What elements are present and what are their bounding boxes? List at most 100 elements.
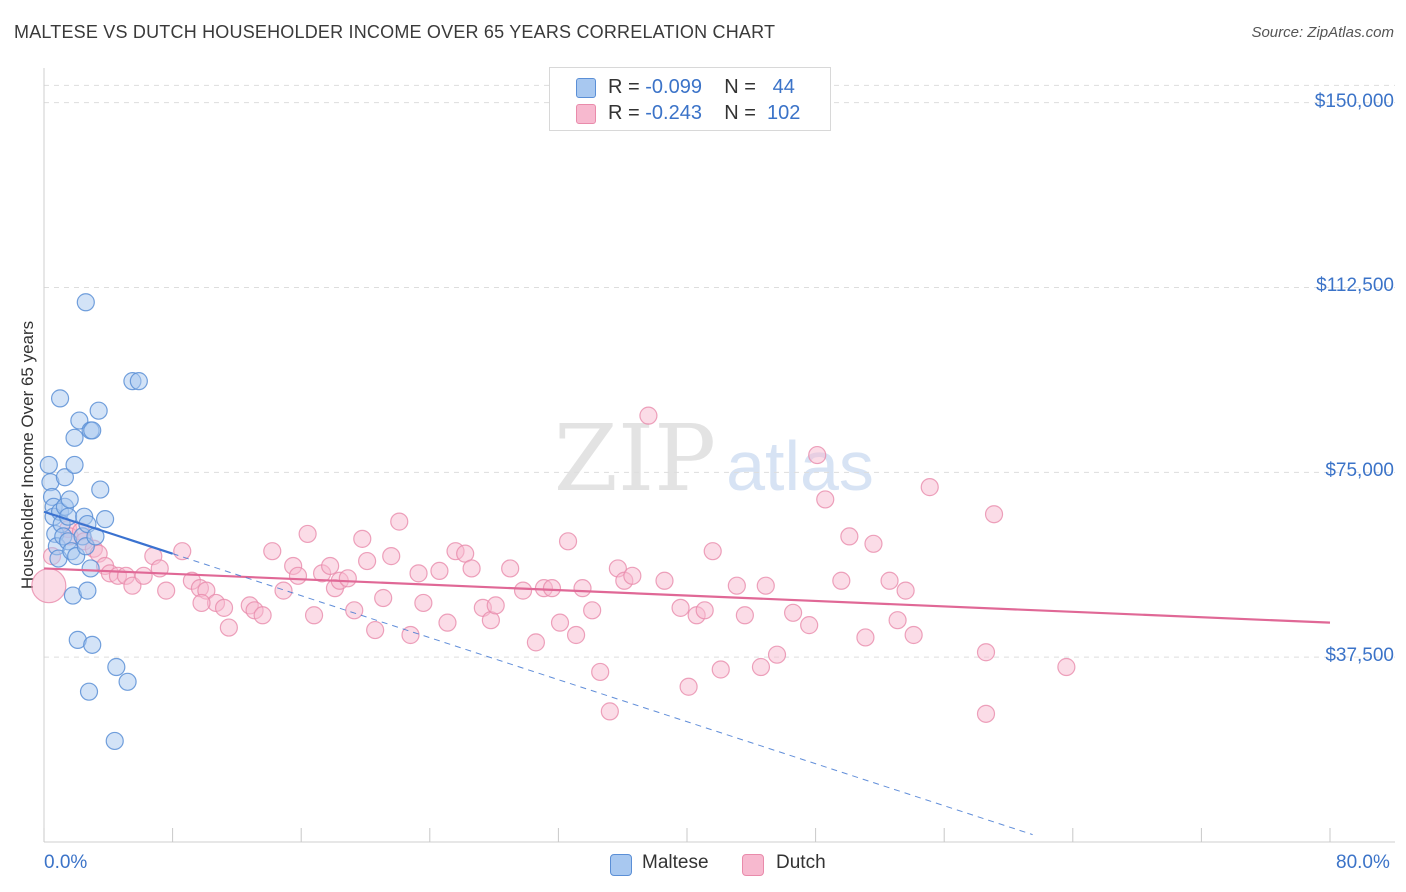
dutch-point	[409, 564, 428, 583]
dutch-point	[808, 445, 827, 465]
maltese-point	[50, 389, 70, 408]
watermark-zip: ZIP	[554, 405, 716, 512]
dutch-point	[573, 579, 592, 598]
dutch-point	[358, 551, 377, 571]
maltese-point	[107, 657, 126, 677]
dutch-point	[984, 505, 1004, 524]
dutch-point	[263, 542, 282, 561]
maltese-point	[91, 480, 110, 499]
dutch-point	[840, 527, 859, 546]
y-tick-label: $112,500	[1316, 275, 1394, 297]
dutch-point	[288, 566, 308, 585]
dutch-point	[338, 569, 357, 588]
dutch-point	[711, 660, 730, 679]
maltese-point	[60, 490, 79, 509]
maltese-point	[79, 682, 99, 701]
maltese-point	[89, 401, 108, 420]
dutch-point	[920, 478, 939, 497]
dutch-point	[591, 662, 610, 682]
dutch-point	[880, 571, 899, 590]
dutch-point	[783, 603, 803, 622]
dutch-point	[462, 559, 481, 578]
maltese-point	[83, 635, 102, 654]
bottom-dutch-label: Dutch	[776, 852, 826, 873]
maltese-point	[55, 468, 74, 487]
dutch-trend-line	[43, 567, 1331, 624]
correlation-legend: R = -0.099 N = 44 R = -0.243 N = 102	[549, 67, 831, 131]
y-tick-label: $150,000	[1314, 90, 1394, 112]
bottom-maltese-swatch	[610, 854, 632, 876]
dutch-point	[976, 643, 996, 662]
bottom-maltese-label: Maltese	[642, 852, 709, 873]
dutch-point	[345, 601, 364, 620]
dutch-point	[501, 559, 520, 578]
maltese-point	[78, 581, 97, 600]
legend-dutch-n-value: 102	[767, 102, 801, 124]
dutch-point	[157, 581, 176, 600]
dutch-point	[31, 568, 67, 604]
dutch-point	[173, 542, 192, 561]
dutch-point	[751, 657, 771, 677]
maltese-swatch	[576, 78, 596, 98]
dutch-point	[298, 524, 317, 544]
maltese-point	[81, 559, 100, 578]
dutch-point	[214, 598, 234, 617]
dutch-point	[679, 677, 698, 696]
dutch-point	[735, 606, 754, 625]
dutch-point	[366, 620, 385, 640]
dutch-point	[695, 601, 714, 620]
legend-dutch-r-value: -0.243	[645, 102, 702, 124]
dutch-point	[566, 625, 586, 645]
dutch-point	[542, 579, 562, 598]
dutch-point	[558, 532, 578, 551]
maltese-trend-extension	[172, 553, 1033, 836]
maltese-point	[129, 372, 148, 391]
dutch-point	[486, 596, 505, 615]
dutch-point	[382, 547, 401, 566]
dutch-point	[896, 581, 915, 600]
dutch-point	[526, 633, 545, 652]
dutch-point	[430, 561, 449, 581]
maltese-point	[105, 731, 124, 751]
dutch-point	[600, 702, 619, 721]
dutch-swatch	[576, 104, 596, 124]
maltese-point	[65, 428, 84, 447]
maltese-point	[65, 455, 84, 475]
dutch-point	[655, 571, 674, 590]
dutch-point	[756, 576, 775, 595]
maltese-point	[39, 455, 58, 475]
dutch-point	[304, 606, 324, 625]
dutch-point	[253, 606, 272, 625]
maltese-trend-line	[43, 510, 173, 555]
dutch-point	[513, 581, 533, 600]
chart-title: MALTESE VS DUTCH HOUSEHOLDER INCOME OVER…	[14, 22, 776, 42]
dutch-point	[401, 625, 420, 645]
dutch-point	[390, 512, 409, 531]
maltese-point	[118, 672, 137, 691]
legend-dutch-r-label: R =	[608, 102, 646, 124]
legend-maltese-n-value: 44	[772, 76, 795, 98]
legend-dutch-n-label: N =	[724, 102, 762, 124]
legend-maltese-r-label: R =	[608, 76, 646, 98]
dutch-point	[856, 628, 875, 647]
dutch-point	[727, 576, 746, 595]
dutch-point	[832, 571, 851, 590]
dutch-point	[904, 625, 923, 645]
dutch-point	[219, 618, 238, 637]
maltese-point	[83, 421, 102, 440]
dutch-point	[438, 613, 457, 632]
dutch-point	[192, 593, 211, 613]
maltese-point	[95, 510, 115, 529]
dutch-point	[703, 542, 722, 561]
dutch-point	[1057, 657, 1076, 677]
dutch-point	[639, 406, 658, 425]
maltese-point	[76, 293, 95, 312]
dutch-point	[976, 704, 996, 723]
dutch-point	[374, 588, 393, 608]
chart-source: Source: ZipAtlas.com	[1251, 24, 1394, 41]
dutch-point	[623, 566, 642, 585]
x-tick-label-max: 80.0%	[1336, 852, 1390, 873]
dutch-point	[888, 611, 907, 630]
dutch-point	[550, 613, 570, 632]
